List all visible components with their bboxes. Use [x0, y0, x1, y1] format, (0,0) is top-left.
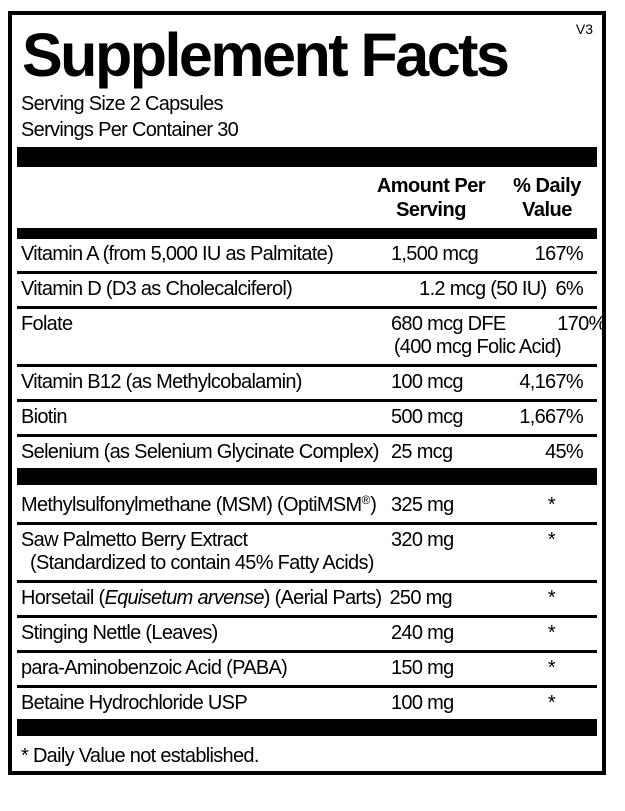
ingredient-name: Horsetail (Equisetum arvense) (Aerial Pa…	[21, 587, 382, 610]
ingredient-amount: 100 mg	[391, 692, 454, 715]
separator-bar-bottom	[17, 719, 597, 737]
ingredient-name: Vitamin A (from 5,000 IU as Palmitate)	[21, 243, 334, 266]
ingredient-daily-value: *	[547, 494, 556, 517]
ingredient-daily-value: 6%	[555, 278, 583, 301]
column-header-daily-value: % Daily Value	[513, 175, 581, 222]
ingredient-daily-value: *	[547, 622, 556, 645]
ingredient-amount-note: (400 mcg Folic Acid)	[393, 336, 562, 359]
separator-bar-header	[17, 228, 597, 240]
ingredient-amount: 1.2 mcg (50 IU)	[419, 278, 547, 301]
separator-bar-top	[17, 147, 597, 168]
ingredient-botanical-name: Equisetum arvense	[104, 587, 264, 610]
ingredient-row: para-Aminobenzoic Acid (PABA) 150 mg *	[17, 653, 597, 689]
ingredient-daily-value: 4,167%	[519, 371, 583, 394]
ingredient-row: Horsetail (Equisetum arvense) (Aerial Pa…	[17, 583, 597, 619]
ingredient-daily-value: *	[547, 529, 556, 552]
ingredient-amount: 320 mg	[391, 529, 454, 552]
ingredient-amount: 500 mcg	[391, 406, 464, 429]
ingredient-row: Vitamin B12 (as Methylcobalamin) 100 mcg…	[17, 367, 597, 403]
column-header-amount: Amount Per Serving	[376, 175, 486, 222]
ingredient-name: Biotin	[21, 406, 68, 429]
ingredient-name: Saw Palmetto Berry Extract (Standardized…	[21, 529, 379, 575]
ingredient-amount-group: 1.2 mcg (50 IU) 6%	[292, 278, 597, 301]
ingredient-row: Saw Palmetto Berry Extract (Standardized…	[17, 525, 597, 584]
ingredient-amount: 150 mg	[391, 657, 454, 680]
ingredient-amount: 325 mg	[391, 494, 454, 517]
ingredient-name: Vitamin D (D3 as Cholecalciferol)	[21, 278, 293, 301]
ingredient-amount: 100 mcg	[391, 371, 464, 394]
ingredient-row: Biotin 500 mcg 1,667%	[17, 402, 597, 438]
registered-trademark-symbol: ®	[361, 493, 371, 508]
ingredient-amount: 25 mcg	[391, 441, 453, 464]
ingredient-daily-value: *	[547, 692, 556, 715]
ingredient-daily-value: *	[547, 587, 556, 610]
ingredient-name: Methylsulfonylmethane (MSM) (OptiMSM®)	[21, 493, 377, 517]
ingredient-row: Betaine Hydrochloride USP 100 mg *	[17, 688, 597, 719]
column-headers: Amount Per Serving % Daily Value	[17, 167, 597, 228]
ingredient-row: Stinging Nettle (Leaves) 240 mg *	[17, 618, 597, 654]
ingredient-daily-value: 45%	[545, 441, 584, 464]
ingredient-daily-value: 167%	[534, 243, 584, 266]
serving-size: Serving Size 2 Capsules	[21, 93, 223, 116]
ingredient-daily-value: 170%	[557, 313, 606, 336]
panel-title: Supplement Facts	[22, 21, 510, 89]
ingredient-name: Betaine Hydrochloride USP	[21, 692, 248, 715]
ingredient-name: Vitamin B12 (as Methylcobalamin)	[21, 371, 302, 394]
ingredient-name-note: (Standardized to contain 45% Fatty Acids…	[30, 552, 374, 575]
daily-value-footnote: * Daily Value not established.	[21, 745, 259, 768]
ingredient-row: Vitamin A (from 5,000 IU as Palmitate) 1…	[17, 239, 597, 275]
ingredient-name: para-Aminobenzoic Acid (PABA)	[21, 657, 288, 680]
ingredient-daily-value: 1,667%	[519, 406, 583, 429]
servings-per-container: Servings Per Container 30	[21, 119, 239, 142]
ingredient-amount: 1,500 mcg	[391, 243, 479, 266]
supplement-facts-panel: V3 Supplement Facts Serving Size 2 Capsu…	[8, 11, 606, 775]
ingredient-amount: 240 mg	[391, 622, 454, 645]
ingredient-name: Folate	[21, 313, 73, 336]
ingredient-amount: 680 mcg DFE	[391, 313, 506, 336]
ingredient-row: Folate 680 mcg DFE 170% (400 mcg Folic A…	[17, 309, 602, 368]
serving-info: Serving Size 2 Capsules Servings Per Con…	[21, 91, 597, 143]
ingredient-daily-value: *	[547, 657, 556, 680]
separator-bar-middle	[17, 468, 597, 486]
ingredient-row: Selenium (as Selenium Glycinate Complex)…	[17, 437, 597, 468]
ingredient-row: Methylsulfonylmethane (MSM) (OptiMSM®) 3…	[17, 485, 597, 526]
ingredient-name: Selenium (as Selenium Glycinate Complex)	[21, 441, 379, 464]
ingredient-amount: 250 mg	[389, 587, 452, 610]
ingredient-name: Stinging Nettle (Leaves)	[21, 622, 218, 645]
version-tag: V3	[575, 21, 593, 37]
ingredient-row: Vitamin D (D3 as Cholecalciferol) 1.2 mc…	[17, 274, 597, 310]
